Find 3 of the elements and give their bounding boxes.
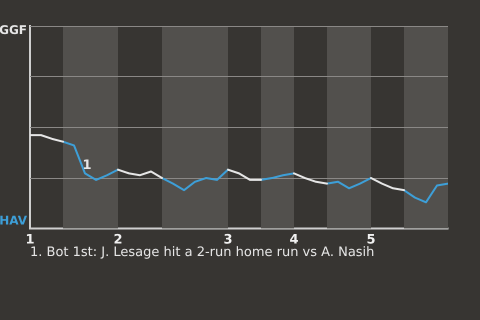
- text: HAV: [0, 214, 28, 228]
- text: GGF: [0, 23, 27, 38]
- annotation: 1: [82, 158, 92, 174]
